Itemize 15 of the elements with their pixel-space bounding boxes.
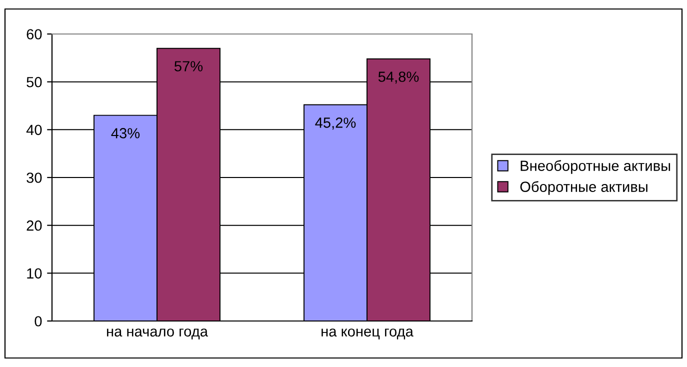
y-tick-label: 30 [26, 172, 42, 183]
legend-label: Оборотные активы [520, 181, 648, 195]
y-tick-label: 40 [26, 124, 42, 136]
y-tick-label: 20 [26, 220, 42, 231]
data-label: 57% [174, 61, 203, 72]
legend-label: Внеоборотные активы [520, 160, 670, 174]
x-tick-label: на начало года [107, 328, 208, 340]
data-label: 43% [111, 128, 140, 138]
y-tick-label: 60 [26, 29, 42, 40]
data-label: 54,8% [378, 72, 419, 84]
y-tick-label: 10 [27, 268, 42, 279]
y-tick-label: 0 [34, 316, 42, 326]
x-tick-label: на конец года [322, 328, 414, 340]
y-tick-label: 50 [26, 76, 42, 88]
data-label: 45,2% [315, 118, 356, 130]
